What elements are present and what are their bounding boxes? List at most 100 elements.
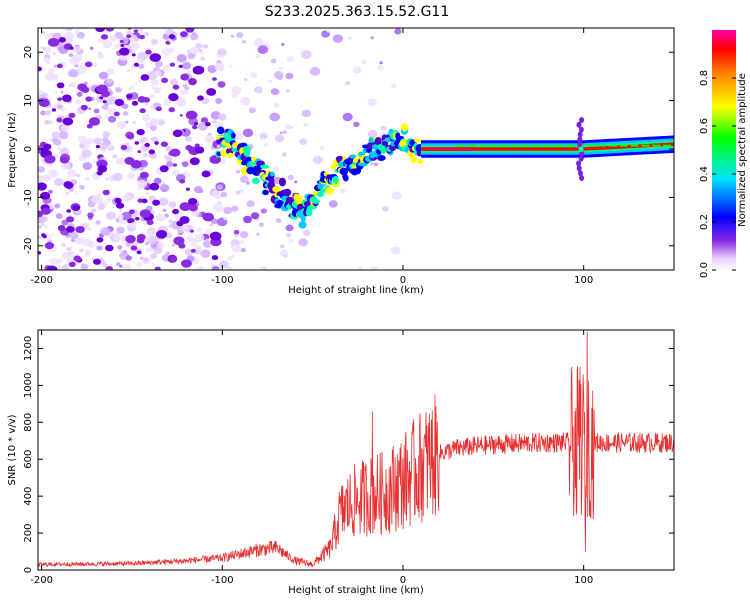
spectrogram-speckle: [145, 49, 152, 55]
spectrogram-speckle: [38, 166, 46, 173]
spectrogram-speckle: [332, 34, 343, 43]
spectrogram-speckle: [106, 68, 114, 75]
spectrogram-speckle: [98, 71, 109, 80]
spectrogram-speckle: [121, 103, 129, 110]
spectrogram-speckle: [344, 80, 351, 86]
spectrogram-speckle: [87, 212, 94, 218]
spectrogram-speckle: [107, 144, 113, 149]
spectrogram-speckle: [211, 255, 219, 261]
spectrogram-speckle: [116, 121, 127, 130]
spectrogram-speckle: [99, 96, 104, 100]
chart-title: S233.2025.363.15.52.G11: [265, 4, 450, 20]
spectrogram-speckle: [105, 265, 113, 270]
spectrogram-speckle: [270, 88, 279, 95]
spectrogram-speckle: [97, 53, 105, 60]
spectrogram-speckle: [149, 104, 155, 110]
spectrogram-speckle: [171, 169, 180, 176]
spectrogram-speckle: [377, 65, 384, 71]
spectrogram-speckle: [180, 73, 190, 81]
spectrogram-speckle: [198, 49, 203, 53]
spectrogram-speckle: [298, 238, 308, 247]
spectrogram-speckle: [116, 262, 121, 266]
spectrogram-speckle: [182, 83, 188, 88]
spectrogram-speckle: [127, 219, 133, 224]
spectrogram-speckle: [41, 207, 51, 215]
spectrogram-ridge-blob: [283, 188, 292, 197]
spectrogram-speckle: [67, 169, 77, 178]
spectrogram-speckle: [274, 134, 285, 143]
spectrogram-speckle: [74, 236, 85, 245]
spectrogram-speckle: [185, 136, 192, 142]
spectrogram-speckle: [61, 252, 71, 260]
spectrogram-speckle: [61, 162, 71, 170]
spectrogram-speckle: [84, 177, 90, 182]
colorbar-tick-label: 0.4: [699, 166, 710, 182]
spectrogram-speckle: [356, 266, 364, 270]
spectrogram-speckle: [279, 131, 283, 135]
spectrogram-speckle: [40, 110, 47, 116]
spectrogram-speckle: [342, 112, 353, 122]
spectrogram-ridge-blob: [325, 187, 334, 195]
spectrogram-speckle: [102, 136, 109, 143]
spectrogram-speckle: [147, 229, 156, 237]
spectrogram-speckle: [204, 135, 215, 144]
snr-x-label: Height of straight line (km): [288, 585, 424, 596]
spectrogram-speckle: [204, 238, 210, 243]
spectrogram-ridge-blob: [274, 203, 283, 209]
spectrogram-speckle: [214, 62, 225, 72]
spectrogram-band-streak: [641, 144, 650, 147]
spectrogram-speckle: [180, 89, 188, 96]
spectrogram-speckle: [209, 231, 222, 241]
spectrogram-speckle: [66, 209, 71, 213]
spectrogram-speckle: [242, 128, 254, 138]
spectrogram-speckle: [149, 53, 161, 62]
spectrogram-ridge-blob: [348, 154, 357, 159]
spectrogram-speckle: [278, 66, 283, 71]
spectrogram-marks: [38, 28, 674, 270]
spectrogram-speckle: [268, 79, 273, 83]
spectrogram-speckle: [78, 143, 85, 149]
spectrogram-speckle: [234, 246, 242, 252]
spectrogram-speckle: [108, 115, 117, 123]
spectrogram-speckle: [58, 36, 66, 43]
spectrogram-speckle: [44, 72, 55, 81]
spectrogram-speckle: [76, 31, 86, 39]
spectrogram-speckle: [162, 208, 167, 212]
spectrogram-speckle: [143, 153, 148, 157]
spectrogram-speckle: [236, 32, 244, 39]
spectrogram-speckle: [200, 56, 206, 61]
spectrogram-speckle: [118, 249, 123, 253]
spectrogram-artifact: [576, 121, 582, 128]
spectrogram-speckle: [181, 161, 189, 167]
spectrogram-speckle: [211, 190, 219, 196]
spectrogram-speckle: [53, 138, 62, 146]
spectrogram-speckle: [69, 56, 80, 66]
spectrogram-speckle: [150, 78, 159, 86]
spectrogram-artifact: [578, 146, 584, 152]
spectrogram-speckle: [139, 209, 151, 218]
spectrogram-ridge-blob: [220, 149, 228, 157]
spectrogram-speckle: [127, 172, 136, 180]
spectrogram-speckle: [217, 113, 227, 121]
spectrogram-speckle: [41, 92, 49, 99]
spectrogram-speckle: [125, 234, 136, 244]
spectrogram-speckle: [97, 165, 108, 173]
spectrogram-speckle: [73, 255, 82, 262]
spectrogram-speckle: [76, 92, 83, 97]
spectrogram-speckle: [328, 200, 338, 208]
spectrogram-speckle: [93, 108, 100, 114]
spectrogram-speckle: [165, 232, 173, 239]
spectrogram-speckle: [373, 162, 379, 167]
spectrogram-speckle: [233, 132, 244, 141]
spectrogram-speckle: [128, 209, 135, 215]
spectrogram-speckle: [390, 246, 401, 255]
spectrogram-speckle: [199, 189, 204, 194]
spectrogram-speckle: [192, 124, 198, 130]
spectrogram-speckle: [129, 85, 135, 90]
spectrogram-speckle: [38, 177, 43, 184]
spectrogram-speckle: [151, 86, 156, 90]
spectrogram-speckle: [155, 106, 162, 112]
spectrogram-carrier-core: [424, 147, 476, 151]
spectrogram-speckle: [130, 42, 140, 51]
snr-background: [38, 330, 674, 570]
